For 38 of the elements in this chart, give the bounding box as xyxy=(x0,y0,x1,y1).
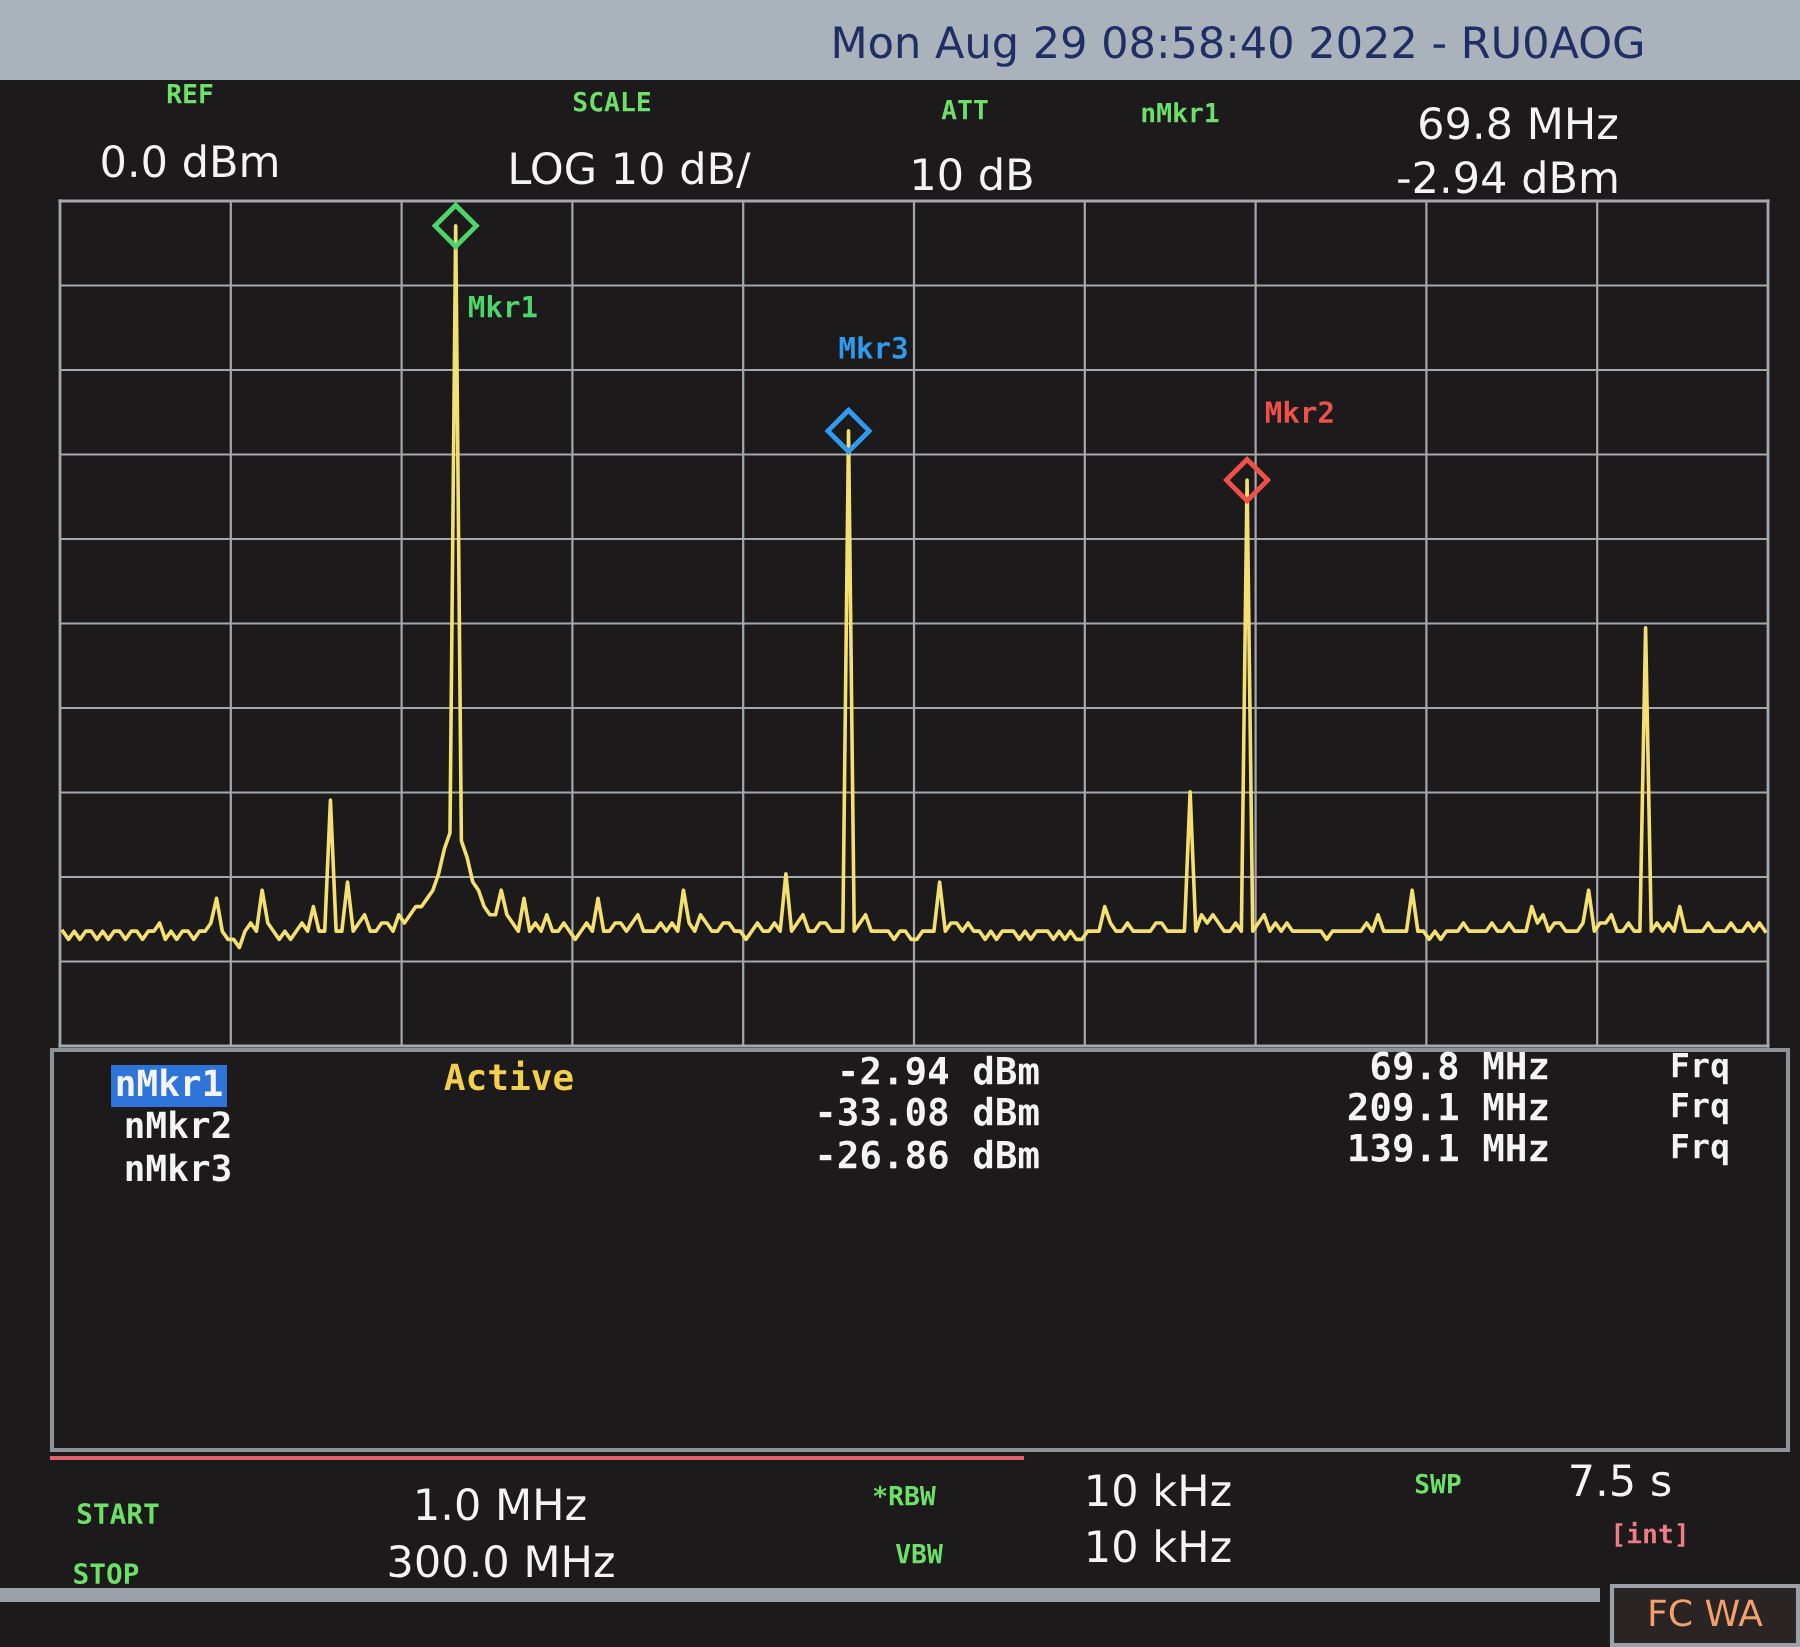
text: 300.0 MHz xyxy=(389,1544,614,1578)
text: -33.08 dBm xyxy=(819,1096,1039,1126)
text: 69.8 MHz xyxy=(1371,1051,1548,1081)
text: 10 kHz xyxy=(1088,1473,1231,1507)
text: -2.94 dBm xyxy=(1398,160,1617,194)
text: 10 dB xyxy=(914,157,1032,191)
chart-title: Mon Aug 29 08:58:40 2022 - RU0AOG xyxy=(834,25,1642,67)
text: VBW xyxy=(895,1544,943,1564)
text: FC WA xyxy=(1650,1599,1763,1627)
text: Active xyxy=(444,1060,573,1091)
text: LOG 10 dB/ xyxy=(511,151,751,188)
series-label: Mkr1 xyxy=(469,295,537,318)
text: nMkr1 xyxy=(117,1068,222,1096)
text: 139.1 MHz xyxy=(1350,1133,1548,1163)
text: [int] xyxy=(1615,1521,1685,1547)
text: nMkr2 xyxy=(126,1110,230,1138)
text: 1.0 MHz xyxy=(417,1487,586,1521)
series-label: Mkr2 xyxy=(1265,400,1333,423)
text: *RBW xyxy=(873,1485,936,1506)
text: Frq xyxy=(1672,1133,1728,1166)
text: STOP xyxy=(74,1563,139,1585)
text: 69.8 MHz xyxy=(1420,106,1617,140)
text: nMkr3 xyxy=(126,1153,231,1182)
text: ATT xyxy=(941,100,988,120)
text: Frq xyxy=(1672,1052,1728,1085)
text: -2.94 dBm xyxy=(842,1055,1039,1086)
series-label: Mkr3 xyxy=(839,336,907,359)
text: -26.86 dBm xyxy=(819,1139,1039,1169)
text: 209.1 MHz xyxy=(1348,1092,1548,1122)
text: 0.0 dBm xyxy=(102,144,277,178)
text: nMkr1 xyxy=(1142,102,1219,123)
text: START xyxy=(77,1503,159,1525)
text: 7.5 s xyxy=(1571,1464,1671,1497)
text: REF xyxy=(167,84,213,104)
text: SCALE xyxy=(573,91,650,112)
text: SWP xyxy=(1415,1473,1461,1494)
text: Frq xyxy=(1672,1092,1728,1125)
text: 10 kHz xyxy=(1088,1529,1231,1563)
